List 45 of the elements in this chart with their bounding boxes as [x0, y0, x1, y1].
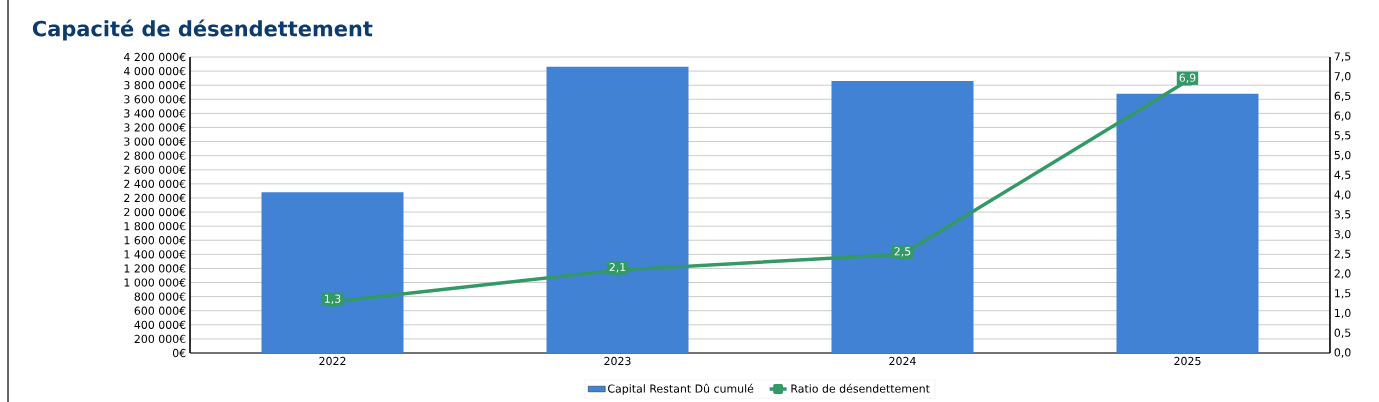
legend-label: Capital Restant Dû cumulé — [608, 383, 754, 395]
y-tick-label: 1 000 000€ — [124, 278, 186, 287]
y2-tick-label: 0,5 — [1334, 328, 1351, 338]
y2-tick-label: 1,0 — [1335, 308, 1351, 319]
y-tick-label: 4 000 000€ — [123, 66, 186, 76]
legend-label: Ratio de désendettement — [791, 383, 930, 393]
y2-tick-label: 6,0 — [1334, 111, 1351, 121]
y-tick-label: 400 000€ — [134, 320, 186, 329]
x-tick-label: 2025 — [1174, 356, 1201, 366]
y-tick-label: 2 600 000€ — [124, 165, 186, 174]
y-tick-label: 3 200 000€ — [124, 123, 186, 132]
y2-tick-label: 0,0 — [1334, 348, 1351, 358]
y-tick-label: 3 600 000€ — [124, 95, 186, 104]
y2-tick-label: 2,0 — [1334, 269, 1351, 279]
y-tick-label: 3 000 000€ — [124, 137, 186, 146]
y-tick-label: 3 800 000€ — [124, 81, 186, 90]
y2-tick-label: 7,0 — [1334, 72, 1351, 82]
y-tick-label: 200 000€ — [134, 334, 186, 344]
y-tick-label: 2 200 000€ — [124, 193, 186, 203]
y2-tick-label: 1,5 — [1335, 289, 1351, 299]
y-tick-label: 2 400 000€ — [124, 179, 186, 188]
y2-tick-label: 6,5 — [1334, 91, 1351, 102]
x-tick-label: 2024 — [889, 356, 916, 366]
chart-title: Capacité de désendettement — [32, 19, 373, 41]
y-tick-label: 600 000€ — [134, 306, 186, 315]
y-tick-label: 4 200 000€ — [123, 52, 186, 62]
y-tick-label: 0€ — [172, 348, 186, 358]
y-tick-label: 2 000 000€ — [124, 207, 186, 217]
y2-tick-label: 3,5 — [1334, 210, 1351, 220]
y2-tick-label: 5,0 — [1334, 150, 1351, 161]
y2-tick-label: 4,5 — [1334, 170, 1351, 181]
y2-tick-label: 5,5 — [1334, 131, 1351, 141]
y-tick-label: 2 800 000€ — [124, 151, 186, 160]
y-tick-label: 1 400 000€ — [124, 250, 186, 259]
y2-tick-label: 4,0 — [1334, 190, 1351, 200]
y-tick-label: 3 400 000€ — [124, 109, 186, 118]
x-tick-label: 2022 — [319, 356, 346, 366]
y2-tick-label: 7,5 — [1334, 52, 1351, 62]
y2-tick-label: 2,5 — [1334, 249, 1351, 260]
y-tick-label: 1 200 000€ — [124, 264, 186, 273]
y-tick-label: 800 000€ — [134, 292, 186, 301]
y-tick-label: 1 600 000€ — [124, 236, 186, 245]
y2-tick-label: 3,0 — [1334, 229, 1351, 240]
x-tick-label: 2023 — [604, 356, 631, 366]
y-tick-label: 1 800 000€ — [124, 222, 186, 231]
